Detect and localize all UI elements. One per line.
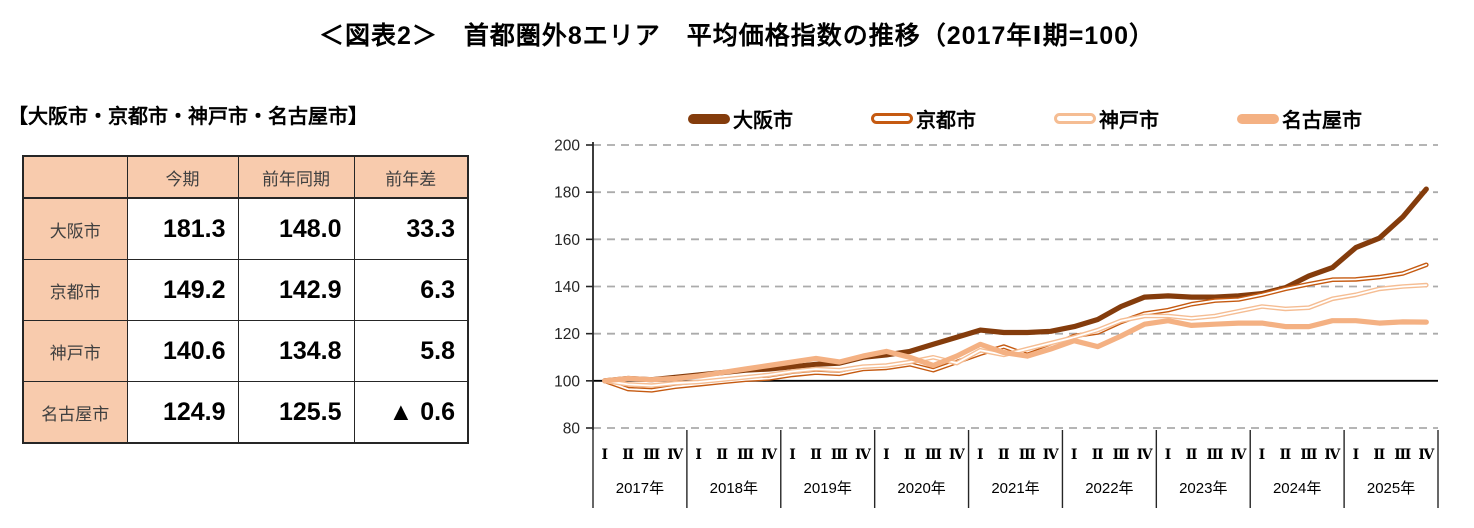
cell-prev-year: 125.5: [237, 381, 355, 444]
osaka-line-marker-icon: [688, 113, 730, 124]
quarter-label: Ⅳ: [761, 447, 778, 463]
legend-item-osaka: 大阪市: [688, 104, 793, 133]
cell-diff: ▲ 0.6: [353, 381, 469, 444]
cell-prev-year: 134.8: [237, 320, 355, 382]
year-label: 2018年: [710, 480, 758, 497]
quarter-label: Ⅲ: [737, 447, 754, 463]
cell-prev-year: 148.0: [237, 197, 355, 260]
quarter-label: Ⅰ: [883, 447, 890, 463]
table-row-kobe: 神戸市 140.6 134.8 5.8: [22, 320, 469, 382]
cell-current: 181.3: [126, 197, 239, 260]
cell-diff: 5.8: [353, 320, 469, 382]
quarter-label: Ⅱ: [1373, 447, 1385, 463]
index-table: 今期 前年同期 前年差 大阪市 181.3 148.0 33.3 京都市 149…: [22, 155, 469, 444]
year-label: 2017年: [616, 480, 664, 497]
quarter-label: Ⅳ: [1418, 447, 1435, 463]
page-title: ＜図表2＞ 首都圏外8エリア 平均価格指数の推移（2017年Ⅰ期=100）: [318, 22, 1156, 50]
cell-current: 149.2: [126, 259, 239, 321]
y-tick-label: 100: [554, 373, 580, 390]
quarter-label: Ⅲ: [1206, 447, 1223, 463]
y-tick-label: 160: [554, 232, 580, 249]
quarter-label: Ⅰ: [601, 447, 608, 463]
cell-current: 140.6: [126, 320, 239, 382]
col-header-empty: [22, 155, 128, 199]
quarter-label: Ⅲ: [1113, 447, 1130, 463]
quarter-label: Ⅰ: [1165, 447, 1172, 463]
quarter-label: Ⅲ: [831, 447, 848, 463]
series-line-nagoya: [602, 318, 1429, 384]
quarter-label: Ⅰ: [1353, 447, 1360, 463]
col-header-diff: 前年差: [353, 155, 469, 199]
year-label: 2021年: [991, 480, 1039, 497]
col-header-prev-year: 前年同期: [237, 155, 355, 199]
quarter-label: Ⅲ: [1394, 447, 1411, 463]
quarter-label: Ⅳ: [1043, 447, 1060, 463]
table-row-nagoya: 名古屋市 124.9 125.5 ▲ 0.6: [22, 381, 469, 444]
legend-label: 神戸市: [1099, 110, 1159, 132]
quarter-label: Ⅳ: [855, 447, 872, 463]
legend-label: 京都市: [916, 110, 976, 132]
quarter-label: Ⅰ: [1071, 447, 1078, 463]
quarter-label: Ⅰ: [695, 447, 702, 463]
quarter-label: Ⅱ: [1280, 447, 1292, 463]
quarter-label: Ⅰ: [789, 447, 796, 463]
year-label: 2025年: [1367, 480, 1415, 497]
row-label: 名古屋市: [22, 381, 128, 444]
legend-label: 大阪市: [733, 110, 793, 132]
quarter-label: Ⅱ: [998, 447, 1010, 463]
kyoto-line-marker-icon: [871, 113, 913, 124]
year-label: 2023年: [1179, 480, 1227, 497]
year-label: 2020年: [897, 480, 945, 497]
quarter-label: Ⅲ: [1019, 447, 1036, 463]
row-label: 大阪市: [22, 197, 128, 260]
quarter-label: Ⅳ: [1137, 447, 1154, 463]
y-tick-label: 120: [554, 326, 580, 343]
section-heading: 【大阪市・京都市・神戸市・名古屋市】: [8, 106, 368, 128]
quarter-label: Ⅱ: [810, 447, 822, 463]
quarter-label: Ⅱ: [622, 447, 634, 463]
quarter-label: Ⅱ: [904, 447, 916, 463]
quarter-label: Ⅱ: [1092, 447, 1104, 463]
quarter-label: Ⅰ: [977, 447, 984, 463]
y-tick-label: 200: [554, 138, 580, 155]
quarter-label: Ⅲ: [1300, 447, 1317, 463]
cell-diff: 6.3: [353, 259, 469, 321]
legend-label: 名古屋市: [1282, 110, 1362, 132]
quarter-label: Ⅳ: [1231, 447, 1248, 463]
quarter-label: Ⅳ: [667, 447, 684, 463]
quarter-label: Ⅲ: [925, 447, 942, 463]
y-tick-label: 180: [554, 185, 580, 202]
legend-item-nagoya: 名古屋市: [1237, 104, 1362, 133]
y-tick-label: 80: [563, 421, 581, 438]
year-label: 2024年: [1273, 480, 1321, 497]
legend-item-kyoto: 京都市: [871, 104, 976, 133]
table-row-kyoto: 京都市 149.2 142.9 6.3: [22, 259, 469, 321]
quarter-label: Ⅲ: [643, 447, 660, 463]
y-tick-label: 140: [554, 279, 580, 296]
table-row-osaka: 大阪市 181.3 148.0 33.3: [22, 197, 469, 260]
quarter-label: Ⅱ: [716, 447, 728, 463]
chart-legend: 大阪市 京都市 神戸市 名古屋市: [688, 104, 1362, 133]
legend-item-kobe: 神戸市: [1054, 104, 1159, 133]
year-label: 2019年: [804, 480, 852, 497]
year-label: 2022年: [1085, 480, 1133, 497]
col-header-current: 今期: [126, 155, 239, 199]
table-header-row: 今期 前年同期 前年差: [22, 155, 469, 199]
cell-current: 124.9: [126, 381, 239, 444]
quarter-label: Ⅰ: [1259, 447, 1266, 463]
quarter-label: Ⅱ: [1186, 447, 1198, 463]
quarter-label: Ⅳ: [949, 447, 966, 463]
quarter-label: Ⅳ: [1324, 447, 1341, 463]
row-label: 神戸市: [22, 320, 128, 382]
cell-diff: 33.3: [353, 197, 469, 260]
nagoya-line-marker-icon: [1237, 113, 1279, 124]
kobe-line-marker-icon: [1054, 113, 1096, 124]
